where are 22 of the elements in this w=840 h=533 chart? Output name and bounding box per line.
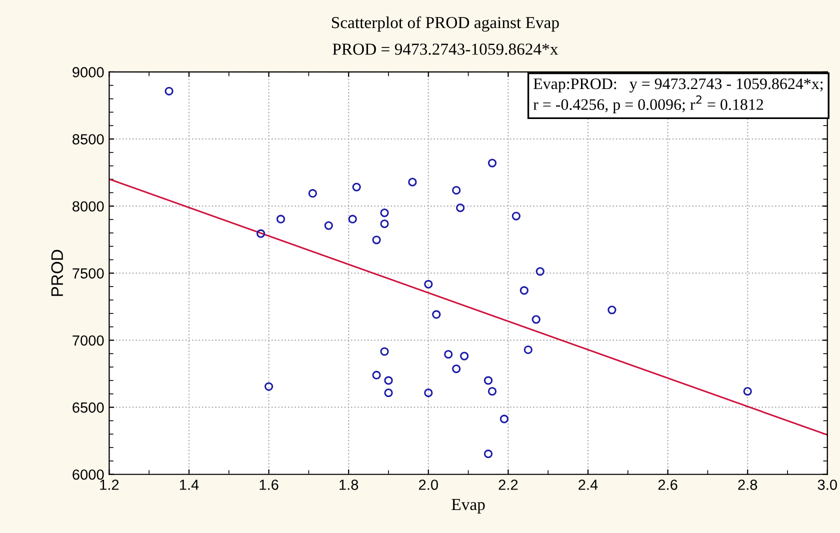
x-tick-label: 1.8 — [340, 480, 358, 490]
annotation: Evap:PROD: y = 9473.2743 - 1059.8624*x; r = -0.4256, p = 0.0096; r$^{2}$ = 0.1812 — [533, 78, 823, 114]
x-tick-label: 2.2 — [498, 480, 518, 490]
x-tick-label: 2.6 — [658, 480, 678, 490]
y-tick-label: 8000 — [72, 201, 104, 212]
y-tick-label: 9000 — [72, 67, 104, 78]
x-tick-label: 1.4 — [180, 480, 199, 490]
y-tick-label: 7500 — [72, 268, 104, 279]
y-tick-label: 8500 — [72, 134, 104, 144]
x-axis-title: Evap — [452, 499, 485, 514]
x-tick-label: 1.6 — [260, 480, 278, 490]
x-tick-label: 3.0 — [818, 480, 837, 490]
x-tick-label: 2.0 — [419, 480, 438, 490]
y-tick-label: 6000 — [72, 469, 104, 480]
chart-title: Scatterplot of PROD against Evap — [332, 16, 559, 32]
y-tick-label: 6500 — [72, 402, 104, 413]
x-tick-label: 1.2 — [100, 480, 119, 490]
y-axis-title: PROD — [51, 250, 64, 296]
chart-subtitle: PROD = 9473.2743-1059.8624*x — [332, 44, 558, 55]
x-tick-label: 2.4 — [578, 480, 598, 490]
y-tick-label: 7000 — [72, 335, 104, 346]
x-tick-label: 2.8 — [738, 480, 758, 490]
